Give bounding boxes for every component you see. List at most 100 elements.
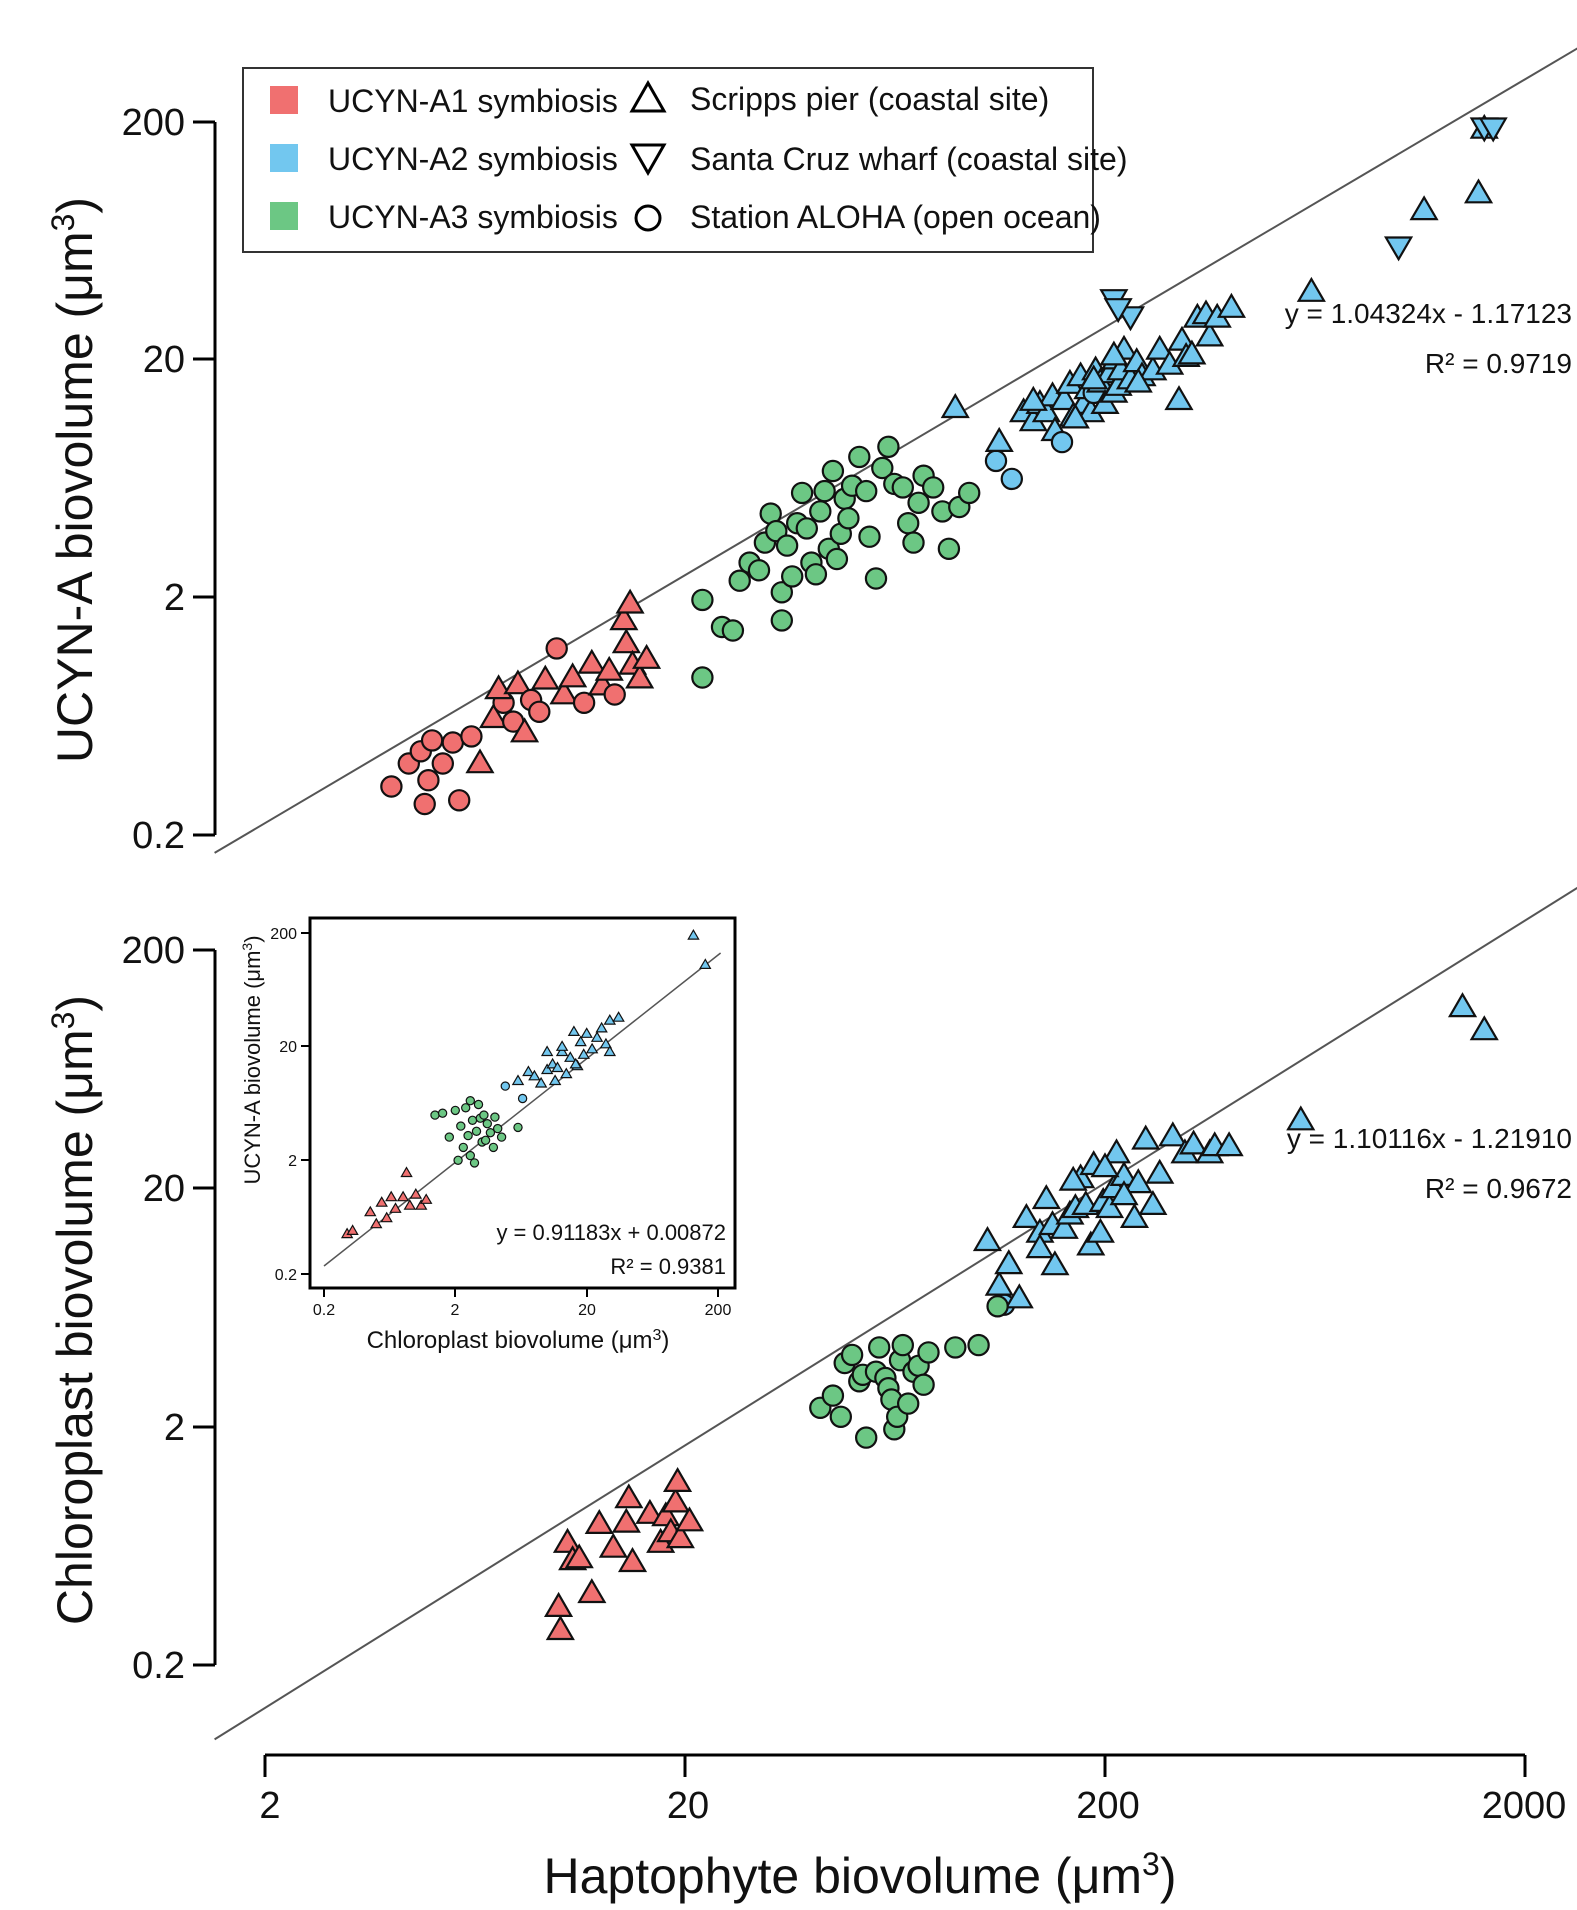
inset-x-tick-label: 2 [451,1302,460,1319]
data-point-triangle-up [555,1040,569,1051]
top-regression-r2: R² = 0.9719 [1425,348,1572,379]
data-point-triangle-up [503,669,533,695]
data-point-circle [513,1122,523,1133]
data-point-triangle-up [564,1051,577,1062]
inset-regression-equation: y = 0.91183x + 0.00872 [496,1220,726,1245]
data-point-triangle-up [603,1045,617,1057]
data-point-circle [747,559,771,582]
top-regression-equation: y = 1.04324x - 1.17123 [1285,298,1572,329]
top-y-axis-title-close: ) [47,197,103,214]
data-point-triangle-up [380,1211,393,1223]
data-point-circle [891,1333,915,1357]
bottom-regression-equation: y = 1.10116x - 1.21910 [1287,1123,1572,1154]
data-point-triangle-up [1286,1105,1316,1131]
bottom-regression-line [214,886,1577,1741]
data-point-circle [855,479,878,503]
data-point-triangle-up [1145,1158,1175,1184]
data-point-circle [821,1384,845,1407]
data-point-triangle-up [577,648,607,674]
data-point-triangle-up [528,1069,541,1081]
inset-x-axis-title-text: Chloroplast biovolume (μm [367,1327,653,1354]
data-point-triangle-up [1040,1250,1070,1276]
data-point-triangle-up [364,1205,377,1217]
data-point-triangle-up [574,1035,587,1047]
data-point-circle [877,435,900,458]
data-point-triangle-up [1214,1131,1244,1157]
triangle-down-icon [629,143,667,177]
data-point-triangle-up [635,1498,665,1524]
data-point-circle [493,1123,503,1134]
inset-x-axis-title: Chloroplast biovolume (μm3) [367,1327,670,1355]
data-point-triangle-up [1177,339,1207,365]
data-point-triangle-up [1123,1168,1153,1194]
data-point-triangle-up [1094,1193,1125,1219]
data-point-triangle-up [631,643,662,669]
data-point-triangle-up [598,1532,628,1558]
data-point-circle [496,1132,507,1142]
data-point-triangle-up [972,1226,1003,1252]
legend-label-santa-cruz: Santa Cruz wharf (coastal site) [690,141,1128,177]
data-point-circle [691,666,714,689]
data-point-circle [986,1295,1009,1318]
data-point-circle [465,1095,475,1106]
data-point-circle [453,1155,463,1166]
data-point-triangle-up [409,1188,423,1199]
data-point-circle [795,517,819,540]
data-point-triangle-up [577,1578,607,1604]
inset-x-tick-label: 20 [578,1302,596,1319]
data-point-circle [471,1126,482,1137]
data-point-triangle-up [370,1217,383,1229]
data-point-triangle-up [530,664,560,690]
data-point-triangle-up [617,1547,648,1573]
bottom-y-axis-title-text: Chloroplast biovolume (μm [47,1029,103,1625]
data-point-triangle-up [603,1014,617,1025]
bottom-y-tick-label: 2 [164,1407,185,1449]
data-point-triangle-up [590,1031,604,1042]
inset-regression-r2: R² = 0.9381 [610,1254,726,1279]
data-point-triangle-up [1216,292,1247,318]
data-point-triangle-up [1031,1184,1061,1210]
bottom-y-axis-title: Chloroplast biovolume (μm3) [45,995,103,1625]
bottom-y-axis-title-close: ) [47,995,103,1012]
data-point-circle [479,1110,489,1120]
svg-text:Chloroplast biovolume (μm3): Chloroplast biovolume (μm3) [45,995,103,1625]
data-point-triangle-up [385,1190,398,1202]
data-point-triangle-up [1025,1233,1055,1259]
data-point-triangle-up [522,1065,535,1077]
data-point-triangle-up [548,1074,562,1086]
data-point-triangle-up [699,958,712,970]
data-point-triangle-up [540,1045,554,1057]
data-point-circle [420,729,444,752]
top-panel: 200 20 2 0.2 UCYN-A biovolume (μm3) y = … [45,47,1577,857]
data-point-circle [837,507,860,530]
data-point-triangle-up [661,1487,691,1513]
data-point-circle [871,456,894,480]
data-point-triangle-up [1076,1230,1106,1256]
data-point-circle [413,792,436,816]
inset-x-tick-label: 0.2 [313,1302,335,1319]
data-point-circle [482,1118,492,1129]
data-point-circle [728,569,751,592]
data-point-triangle-up [1447,992,1478,1018]
data-point-triangle-up [1158,1121,1188,1147]
data-point-triangle-up [1049,1213,1079,1239]
data-point-triangle-up [478,703,509,729]
data-point-circle [450,1105,460,1116]
svg-text:UCYN-A biovolume (μm3): UCYN-A biovolume (μm3) [239,935,265,1184]
data-point-circle [448,789,471,812]
data-point-circle [467,1115,478,1126]
inset-x-axis-title-sup: 3 [653,1327,662,1344]
bottom-points [543,992,1499,1641]
data-point-circle [770,581,794,604]
data-point-circle [1000,467,1024,491]
legend-label-ucyn-a2: UCYN-A2 symbiosis [328,141,618,177]
bottom-y-tick-label: 20 [143,1168,185,1210]
data-point-triangle-up [1109,1180,1139,1206]
x-axis-title-text: Haptophyte biovolume (μm [544,1848,1143,1904]
data-point-triangle-up [1099,340,1129,366]
data-point-triangle-up [1060,403,1090,429]
legend-label-aloha: Station ALOHA (open ocean) [690,199,1101,235]
data-point-circle [528,700,551,724]
data-point-triangle-up [540,1063,554,1075]
